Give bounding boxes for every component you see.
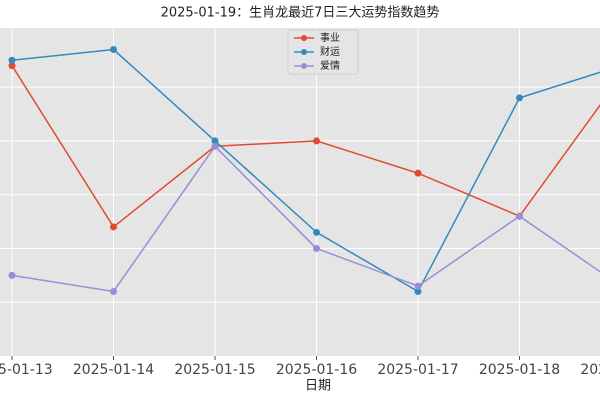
data-point xyxy=(516,212,523,220)
data-point xyxy=(211,137,219,145)
x-axis-label: 日期 xyxy=(305,379,331,394)
data-point xyxy=(110,223,117,231)
data-point xyxy=(110,287,117,295)
legend-label: 财运 xyxy=(320,45,340,58)
data-point xyxy=(414,282,422,290)
data-point xyxy=(313,228,320,236)
legend-label: 爱情 xyxy=(320,59,340,72)
plot-area xyxy=(0,28,600,356)
x-tick-label: 2025-01-17 xyxy=(377,362,458,378)
data-point xyxy=(8,271,16,279)
data-point xyxy=(313,137,320,145)
data-point xyxy=(8,56,16,64)
x-tick-label: 2025-01-19 xyxy=(580,362,600,378)
legend-marker xyxy=(301,35,307,41)
chart-title: 2025-01-19：生肖龙最近7日三大运势指数趋势 xyxy=(161,5,440,21)
x-tick-label: 2025-01-15 xyxy=(174,362,255,378)
data-point xyxy=(414,287,422,295)
x-tick-label: 2025-01-18 xyxy=(479,362,560,378)
legend-marker xyxy=(301,63,307,69)
data-point xyxy=(8,62,16,70)
data-point xyxy=(110,46,117,54)
legend-label: 事业 xyxy=(320,31,340,44)
data-point xyxy=(414,169,422,177)
data-point xyxy=(516,94,523,102)
data-point xyxy=(313,244,320,252)
x-tick-label: 2025-01-13 xyxy=(0,362,53,378)
legend-box xyxy=(287,29,359,75)
x-tick-label: 2025-01-14 xyxy=(73,362,154,378)
marks xyxy=(8,46,600,295)
x-tick-label: 2025-01-16 xyxy=(276,362,357,378)
data-point xyxy=(211,142,219,150)
legend-marker xyxy=(301,49,307,55)
